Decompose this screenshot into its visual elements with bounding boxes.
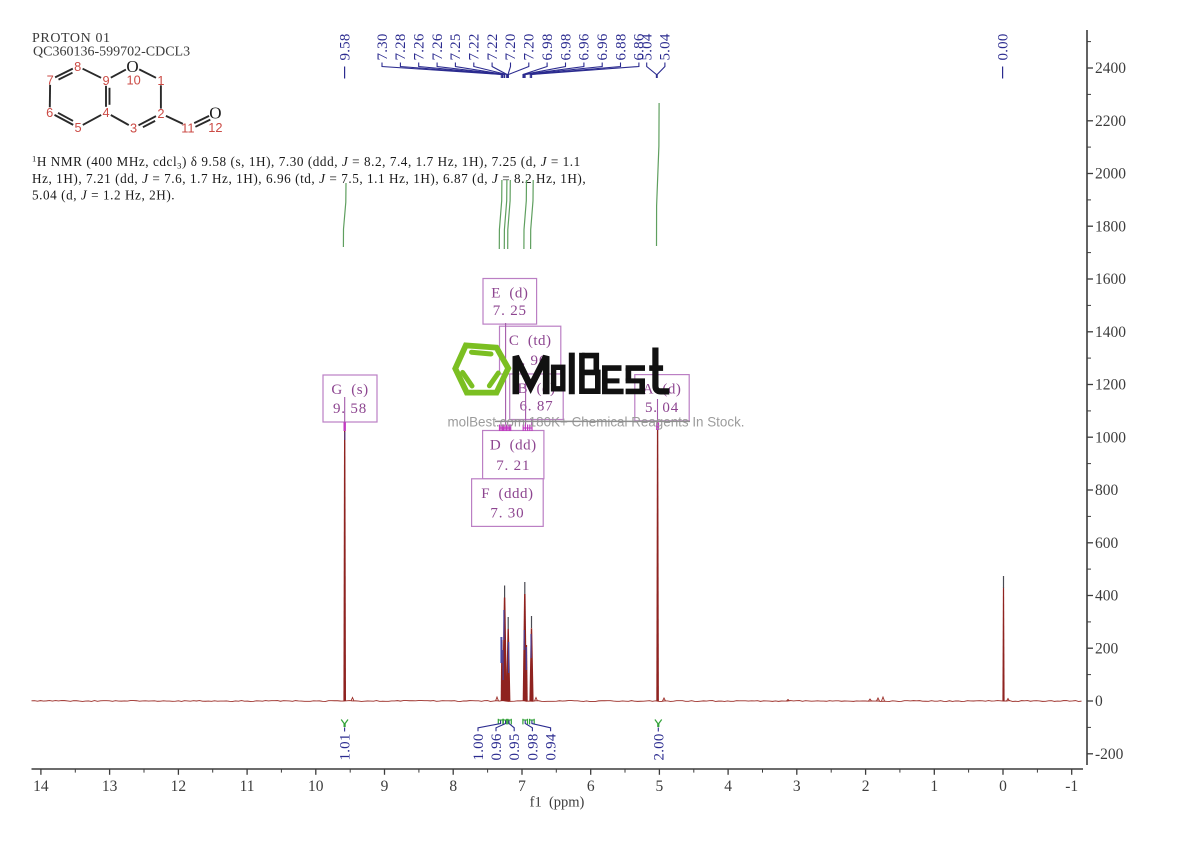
- svg-text:4: 4: [102, 105, 109, 120]
- svg-text:QC360136-599702-CDCL3: QC360136-599702-CDCL3: [33, 45, 190, 60]
- svg-text:D (dd): D (dd): [490, 438, 537, 454]
- svg-text:1: 1: [157, 73, 164, 88]
- svg-text:4: 4: [724, 778, 732, 795]
- svg-text:7.26: 7.26: [430, 33, 446, 60]
- svg-text:0: 0: [1095, 693, 1103, 710]
- svg-text:G (s): G (s): [331, 382, 368, 398]
- svg-text:7.25: 7.25: [448, 33, 464, 60]
- svg-text:6.98: 6.98: [540, 33, 556, 60]
- svg-text:0.98: 0.98: [525, 733, 541, 760]
- svg-text:2.00: 2.00: [651, 733, 667, 760]
- svg-text:7.30: 7.30: [375, 33, 391, 60]
- svg-text:5.04: 5.04: [658, 33, 674, 60]
- svg-text:7. 25: 7. 25: [493, 303, 527, 319]
- svg-text:9: 9: [102, 73, 109, 88]
- svg-text:2: 2: [157, 106, 164, 121]
- svg-text:10: 10: [126, 73, 140, 88]
- svg-text:7.20: 7.20: [503, 33, 519, 60]
- svg-text:0.95: 0.95: [507, 733, 523, 760]
- svg-text:14: 14: [33, 778, 49, 795]
- svg-text:7.26: 7.26: [412, 33, 428, 60]
- svg-text:-1: -1: [1065, 778, 1078, 795]
- svg-text:6.96: 6.96: [577, 33, 593, 60]
- svg-text:6.98: 6.98: [558, 33, 574, 60]
- svg-text:f1 (ppm): f1 (ppm): [530, 795, 585, 811]
- svg-text:5.04: 5.04: [640, 33, 656, 60]
- svg-text:3: 3: [130, 120, 137, 135]
- svg-text:-200: -200: [1095, 746, 1124, 763]
- svg-text:10: 10: [308, 778, 324, 795]
- svg-text:C (td): C (td): [509, 333, 552, 349]
- svg-text:7.20: 7.20: [522, 33, 538, 60]
- svg-text:7: 7: [518, 778, 526, 795]
- svg-text:E (d): E (d): [491, 286, 528, 302]
- svg-text:13: 13: [102, 778, 118, 795]
- svg-text:6: 6: [46, 105, 53, 120]
- svg-text:0: 0: [999, 778, 1007, 795]
- svg-text:9. 58: 9. 58: [333, 401, 367, 417]
- svg-text:2: 2: [862, 778, 870, 795]
- svg-text:7: 7: [47, 72, 54, 87]
- svg-text:6. 87: 6. 87: [519, 399, 553, 415]
- svg-text:0.00: 0.00: [995, 33, 1011, 60]
- svg-text:800: 800: [1095, 482, 1119, 499]
- svg-text:0.94: 0.94: [544, 733, 560, 760]
- svg-text:8: 8: [74, 59, 81, 74]
- svg-text:6.88: 6.88: [613, 33, 629, 60]
- svg-text:7.22: 7.22: [485, 33, 501, 60]
- svg-text:200: 200: [1095, 641, 1119, 658]
- svg-text:1H NMR (400 MHz, cdcl3) δ 9.58: 1H NMR (400 MHz, cdcl3) δ 9.58 (s, 1H), …: [32, 154, 581, 171]
- svg-text:1: 1: [930, 778, 938, 795]
- svg-text:F (ddd): F (ddd): [481, 486, 533, 502]
- svg-text:2200: 2200: [1095, 113, 1126, 130]
- svg-text:6: 6: [587, 778, 595, 795]
- svg-text:400: 400: [1095, 588, 1119, 605]
- svg-text:1600: 1600: [1095, 271, 1126, 288]
- svg-text:6.96: 6.96: [595, 33, 611, 60]
- svg-text:5: 5: [74, 120, 81, 135]
- svg-text:600: 600: [1095, 535, 1119, 552]
- svg-text:12: 12: [171, 778, 187, 795]
- svg-text:9: 9: [381, 778, 389, 795]
- svg-text:7. 21: 7. 21: [496, 458, 530, 474]
- svg-text:3: 3: [793, 778, 801, 795]
- svg-text:Hz, 1H), 7.21 (dd, J = 7.6, 1.: Hz, 1H), 7.21 (dd, J = 7.6, 1.7 Hz, 1H),…: [32, 171, 586, 186]
- svg-text:1000: 1000: [1095, 429, 1126, 446]
- svg-text:8: 8: [449, 778, 457, 795]
- svg-text:1400: 1400: [1095, 324, 1126, 341]
- svg-text:7.28: 7.28: [393, 33, 409, 60]
- svg-text:1.01: 1.01: [338, 733, 354, 760]
- svg-text:11: 11: [181, 120, 194, 135]
- svg-text:12: 12: [208, 120, 222, 135]
- svg-text:9.58: 9.58: [337, 33, 353, 60]
- svg-text:1800: 1800: [1095, 218, 1126, 235]
- svg-text:2000: 2000: [1095, 166, 1126, 183]
- svg-text:11: 11: [240, 778, 255, 795]
- svg-text:5.04 (d, J = 1.2 Hz, 2H).: 5.04 (d, J = 1.2 Hz, 2H).: [32, 188, 175, 203]
- svg-text:5: 5: [656, 778, 664, 795]
- svg-text:1.00: 1.00: [471, 733, 487, 760]
- svg-text:B (d): B (d): [517, 381, 555, 397]
- svg-text:7. 30: 7. 30: [490, 505, 524, 521]
- svg-text:0.96: 0.96: [489, 733, 505, 760]
- svg-text:2400: 2400: [1095, 60, 1126, 77]
- svg-text:7.22: 7.22: [467, 33, 483, 60]
- svg-text:1200: 1200: [1095, 377, 1126, 394]
